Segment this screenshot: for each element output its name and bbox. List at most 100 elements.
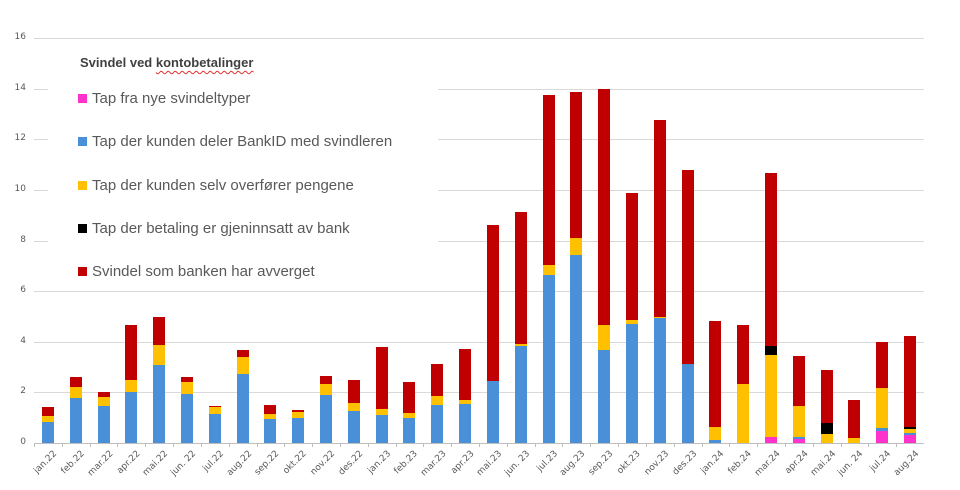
x-tick-label: okt.23 (615, 449, 643, 477)
bar-segment-series-2 (376, 408, 388, 416)
x-tick-label: jan.23 (365, 449, 393, 476)
bar-segment-series-4 (598, 89, 610, 326)
bar-mar-22 (98, 392, 110, 443)
bar-segment-series-4 (682, 169, 694, 365)
y-tick-label: 4 (20, 336, 26, 346)
x-tick-label: apr.23 (449, 449, 477, 477)
legend-item: Svindel som banken har avverget (78, 261, 315, 281)
x-tick-mark (257, 443, 258, 447)
bar-segment-series-1 (237, 374, 249, 443)
x-tick-label: jul.24 (868, 449, 894, 474)
legend-label: Tap der betaling er gjeninnsatt av bank (92, 219, 350, 237)
bar-segment-series-1 (543, 274, 555, 443)
bar-segment-series-2 (598, 325, 610, 350)
bar-mai-23 (487, 224, 499, 443)
y-tick-label: 16 (14, 32, 26, 42)
bar-aug-22 (237, 349, 249, 443)
legend-item: Tap der betaling er gjeninnsatt av bank (78, 218, 350, 238)
bar-segment-series-4 (403, 382, 415, 413)
x-tick-mark (785, 443, 786, 447)
x-tick-mark (868, 443, 869, 447)
bar-mai-22 (153, 317, 165, 443)
x-tick-mark (535, 443, 536, 447)
gridline (34, 38, 924, 39)
x-tick-mark (368, 443, 369, 447)
y-tick-label: 12 (14, 133, 26, 143)
x-tick-label: jul.22 (201, 449, 226, 474)
x-tick-mark (479, 443, 480, 447)
bar-segment-series-2 (543, 265, 555, 275)
bar-segment-series-4 (209, 405, 221, 408)
bar-jul-24 (876, 342, 888, 443)
x-tick-mark (229, 443, 230, 447)
bar-segment-series-2 (237, 356, 249, 375)
bar-segment-series-2 (181, 381, 193, 394)
bar-des-22 (348, 379, 360, 443)
bar-segment-series-1 (709, 440, 721, 443)
legend-label: Svindel som banken har avverget (92, 262, 315, 280)
bar-segment-series-1 (682, 364, 694, 443)
bar-segment-series-2 (793, 406, 805, 438)
gridline (34, 89, 924, 90)
bar-segment-series-2 (70, 387, 82, 398)
x-tick-mark (451, 443, 452, 447)
x-tick-label: mai.23 (475, 449, 505, 479)
bar-jul-22 (209, 405, 221, 443)
bar-segment-series-1 (904, 433, 916, 435)
bar-segment-series-4 (765, 173, 777, 346)
x-tick-mark (507, 443, 508, 447)
bar-segment-series-1 (209, 414, 221, 443)
bar-segment-series-1 (292, 417, 304, 443)
bar-segment-series-4 (376, 347, 388, 409)
bar-segment-series-0 (765, 436, 777, 443)
bar-segment-series-1 (793, 437, 805, 439)
x-tick-label: mai.24 (808, 449, 838, 479)
x-tick-label: feb.22 (59, 449, 87, 477)
bar-segment-series-2 (320, 384, 332, 396)
bar-segment-series-2 (292, 411, 304, 418)
bar-segment-series-4 (821, 370, 833, 423)
bar-sep-23 (598, 89, 610, 443)
legend-swatch-icon (78, 180, 87, 190)
bar-apr-22 (125, 324, 137, 443)
bar-segment-series-2 (654, 317, 666, 319)
x-tick-label: jul.23 (534, 449, 560, 474)
legend-item: Tap der kunden deler BankID med svindler… (78, 131, 392, 151)
bar-segment-series-2 (904, 428, 916, 434)
bar-mar-23 (431, 364, 443, 443)
x-tick-label: mai.22 (141, 449, 171, 479)
x-tick-label: sep.23 (587, 449, 616, 478)
bar-segment-series-2 (459, 400, 471, 404)
x-tick-mark (729, 443, 730, 447)
bar-segment-series-4 (264, 404, 276, 414)
bar-segment-series-2 (876, 388, 888, 429)
bar-segment-series-1 (125, 392, 137, 443)
bar-segment-series-4 (98, 392, 110, 398)
bar-segment-series-4 (793, 355, 805, 407)
bar-aug-24 (904, 335, 916, 443)
bar-segment-series-3 (765, 345, 777, 355)
x-tick-label: des.23 (670, 449, 699, 478)
x-tick-label: mar.22 (85, 449, 116, 479)
bar-segment-series-4 (515, 211, 527, 345)
x-tick-mark (62, 443, 63, 447)
x-tick-label: nov.22 (308, 449, 338, 478)
chart-title-underlined: kontobetalinger (155, 55, 254, 70)
bar-segment-series-1 (320, 395, 332, 443)
legend-swatch-icon (78, 93, 87, 103)
bar-segment-series-2 (709, 427, 721, 441)
bar-segment-series-1 (654, 318, 666, 443)
bar-jun-24 (848, 399, 860, 443)
x-tick-mark (702, 443, 703, 447)
bar-segment-series-3 (821, 422, 833, 434)
x-tick-mark (757, 443, 758, 447)
legend-swatch-icon (78, 136, 87, 146)
bar-segment-series-4 (431, 364, 443, 396)
gridline (34, 139, 924, 140)
bar-apr-24 (793, 355, 805, 443)
bar-segment-series-2 (348, 402, 360, 412)
x-tick-mark (618, 443, 619, 447)
x-tick-label: jun. 22 (169, 449, 199, 479)
x-tick-label: feb.23 (392, 449, 421, 477)
bar-segment-series-4 (70, 376, 82, 388)
